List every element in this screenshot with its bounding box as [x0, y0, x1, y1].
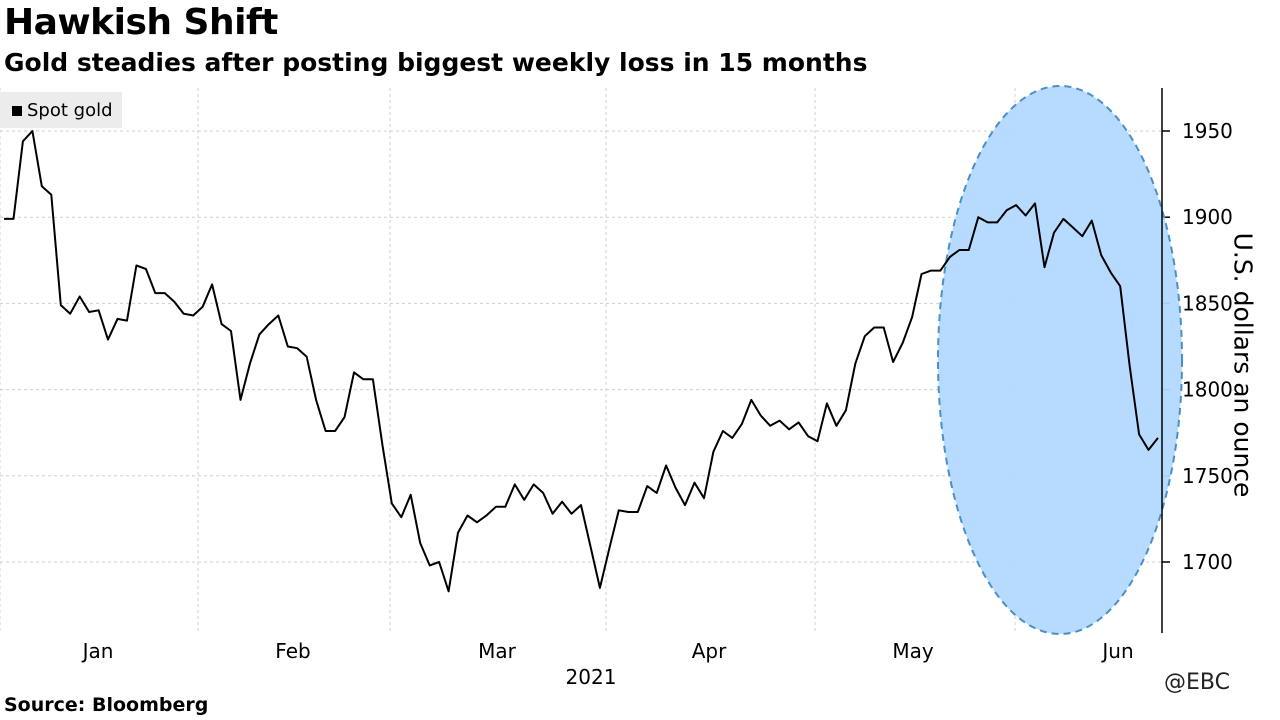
highlight-ellipse: [937, 85, 1183, 635]
x-tick-label: Jun: [1100, 639, 1133, 663]
y-axis-label-text: U.S. dollars an ounce: [1228, 232, 1258, 498]
chart-subtitle: Gold steadies after posting biggest week…: [4, 48, 868, 77]
x-tick-label: Feb: [275, 639, 310, 663]
x-tick-label: Apr: [692, 639, 727, 663]
y-tick-label: 1700: [1182, 550, 1233, 574]
series-line-spot-gold: [4, 130, 1159, 593]
watermark: @EBC: [1164, 670, 1230, 695]
legend: Spot gold: [0, 92, 122, 128]
y-tick-label: 1800: [1182, 378, 1233, 402]
y-tick-label: 1900: [1182, 205, 1233, 229]
source-note: Source: Bloomberg: [4, 694, 209, 716]
legend-label-spot-gold: Spot gold: [27, 100, 113, 121]
y-tick-labels: 1700 1750 1800 1850 1900 1950: [1182, 119, 1233, 574]
y-axis-label: U.S. dollars an ounce: [1228, 230, 1258, 500]
legend-swatch-spot-gold: [12, 106, 22, 116]
y-tick-label: 1850: [1182, 291, 1233, 315]
y-tick-label: 1750: [1182, 464, 1233, 488]
x-tick-label: May: [892, 639, 934, 663]
x-tick-label: Jan: [81, 639, 114, 663]
x-tick-labels: Jan Feb Mar Apr May Jun: [81, 639, 1134, 663]
x-tick-label: Mar: [478, 639, 517, 663]
x-axis-label: 2021: [566, 665, 617, 689]
chart-title: Hawkish Shift: [4, 2, 278, 43]
y-tick-label: 1950: [1182, 119, 1233, 143]
